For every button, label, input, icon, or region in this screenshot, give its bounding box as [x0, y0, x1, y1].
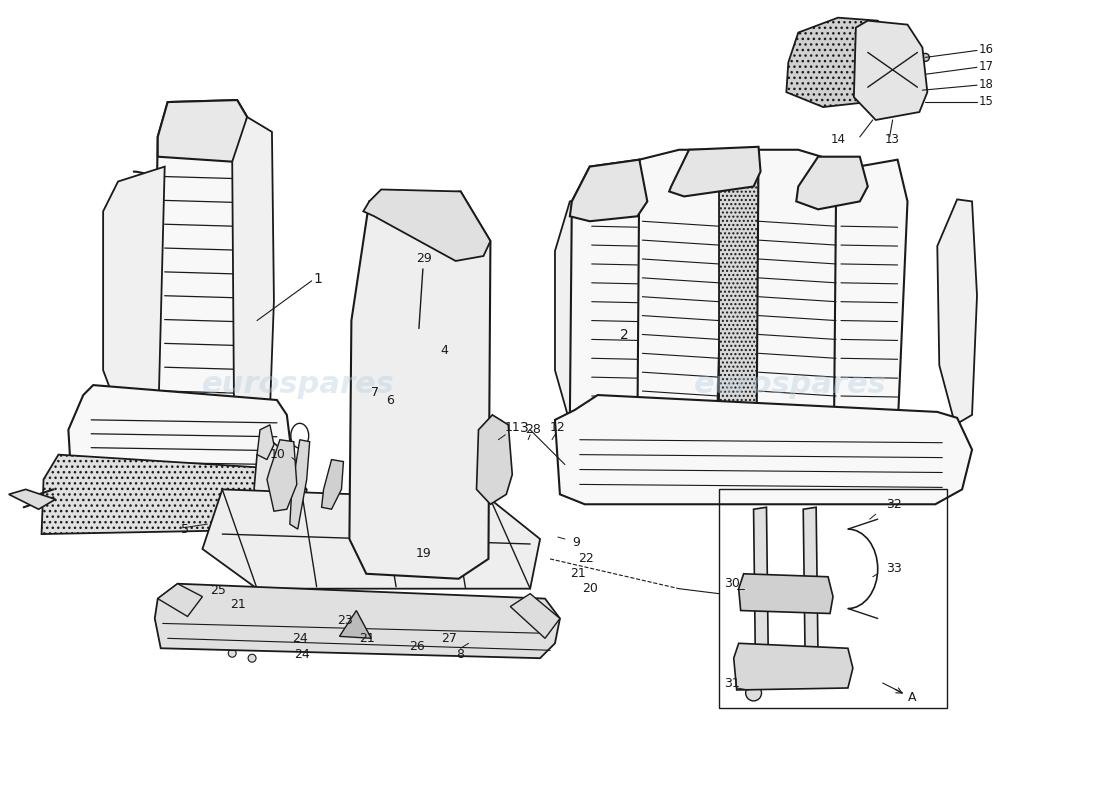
- Circle shape: [455, 614, 465, 623]
- Text: 15: 15: [979, 94, 994, 107]
- Circle shape: [389, 398, 399, 408]
- Polygon shape: [570, 160, 647, 434]
- Text: 21: 21: [570, 567, 585, 580]
- Text: 27: 27: [441, 632, 456, 645]
- Circle shape: [918, 86, 926, 94]
- Text: 10: 10: [270, 448, 286, 461]
- Text: 24: 24: [292, 632, 308, 645]
- Text: 9: 9: [572, 535, 580, 549]
- Text: 16: 16: [979, 43, 994, 56]
- Text: 21: 21: [230, 598, 246, 611]
- Text: 22: 22: [578, 552, 594, 566]
- Circle shape: [416, 258, 428, 270]
- Polygon shape: [669, 146, 760, 197]
- Text: 33: 33: [886, 562, 901, 575]
- Polygon shape: [754, 507, 769, 676]
- Text: 29: 29: [416, 253, 431, 266]
- Polygon shape: [340, 610, 372, 638]
- Text: 31: 31: [724, 677, 739, 690]
- Polygon shape: [937, 199, 977, 425]
- Text: 2: 2: [619, 329, 628, 342]
- Text: eurospares: eurospares: [202, 370, 395, 398]
- Circle shape: [367, 634, 375, 642]
- Text: A: A: [908, 691, 916, 705]
- Polygon shape: [103, 166, 165, 450]
- Polygon shape: [556, 197, 597, 430]
- Polygon shape: [796, 157, 868, 210]
- Polygon shape: [289, 440, 310, 529]
- Text: 28: 28: [525, 423, 541, 436]
- Circle shape: [746, 685, 761, 701]
- Circle shape: [212, 618, 222, 629]
- Circle shape: [854, 93, 861, 101]
- Polygon shape: [757, 150, 843, 445]
- Circle shape: [864, 26, 871, 34]
- Polygon shape: [42, 454, 307, 534]
- Polygon shape: [254, 440, 287, 504]
- Text: 1: 1: [314, 272, 322, 286]
- Circle shape: [485, 618, 495, 629]
- Text: 14: 14: [830, 134, 846, 146]
- Polygon shape: [510, 594, 560, 638]
- Text: 19: 19: [416, 547, 431, 561]
- Text: 17: 17: [979, 60, 994, 73]
- Polygon shape: [267, 440, 297, 511]
- Text: 21: 21: [360, 632, 375, 645]
- Text: 18: 18: [979, 78, 994, 90]
- Text: 6: 6: [386, 394, 394, 406]
- Polygon shape: [232, 117, 274, 440]
- Polygon shape: [257, 425, 274, 459]
- Text: 12: 12: [550, 422, 565, 434]
- Circle shape: [229, 650, 236, 658]
- Polygon shape: [155, 584, 560, 658]
- Polygon shape: [637, 150, 724, 440]
- Circle shape: [417, 639, 425, 647]
- Polygon shape: [803, 507, 818, 666]
- Circle shape: [454, 511, 491, 547]
- Polygon shape: [734, 643, 852, 690]
- Polygon shape: [786, 18, 902, 107]
- Polygon shape: [834, 160, 907, 438]
- Text: 23: 23: [338, 614, 353, 627]
- Text: 20: 20: [582, 582, 597, 595]
- Text: 8: 8: [455, 648, 464, 661]
- Circle shape: [481, 442, 504, 466]
- Polygon shape: [157, 100, 248, 162]
- Circle shape: [402, 399, 410, 407]
- Polygon shape: [379, 310, 442, 370]
- Text: 3: 3: [520, 421, 529, 435]
- Polygon shape: [157, 584, 202, 617]
- Circle shape: [183, 614, 192, 623]
- Text: 32: 32: [886, 498, 901, 510]
- Text: 25: 25: [210, 584, 227, 597]
- Text: 7: 7: [372, 386, 379, 398]
- Text: eurospares: eurospares: [694, 370, 887, 398]
- Polygon shape: [350, 191, 491, 578]
- Polygon shape: [9, 490, 55, 510]
- Polygon shape: [68, 385, 292, 479]
- Text: 11: 11: [504, 422, 520, 434]
- Polygon shape: [153, 100, 248, 445]
- Text: 4: 4: [441, 344, 449, 357]
- Polygon shape: [556, 395, 972, 504]
- Text: 30: 30: [724, 578, 739, 590]
- Polygon shape: [854, 21, 927, 120]
- Polygon shape: [202, 490, 540, 589]
- Polygon shape: [739, 574, 833, 614]
- Text: 5: 5: [180, 522, 188, 535]
- Circle shape: [249, 654, 256, 662]
- Text: 13: 13: [884, 134, 899, 146]
- Circle shape: [922, 54, 930, 62]
- Text: 26: 26: [409, 640, 425, 653]
- Text: 24: 24: [294, 648, 309, 661]
- Polygon shape: [476, 415, 513, 504]
- Polygon shape: [718, 150, 759, 438]
- Polygon shape: [321, 459, 343, 510]
- Polygon shape: [570, 160, 647, 222]
- Circle shape: [338, 642, 345, 650]
- Polygon shape: [363, 190, 491, 261]
